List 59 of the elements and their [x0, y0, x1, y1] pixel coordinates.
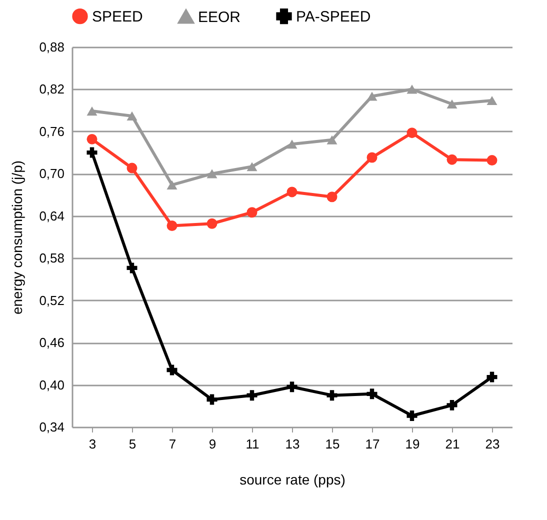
point	[126, 111, 138, 121]
point	[286, 140, 298, 149]
point	[86, 134, 98, 144]
y-tick-label: 0,70	[39, 166, 64, 182]
point	[326, 390, 338, 401]
y-tick-label: 0,46	[39, 335, 64, 350]
y-axis-title: energy consumption (j/p)	[9, 160, 26, 315]
point	[246, 390, 258, 401]
legend-label: EEOR	[198, 8, 241, 26]
point	[486, 372, 498, 382]
y-tick-label: 0,64	[39, 208, 64, 224]
point	[446, 154, 458, 165]
x-tick-label: 11	[246, 436, 260, 452]
point	[486, 155, 498, 166]
point	[446, 400, 458, 410]
point	[486, 96, 498, 106]
point	[366, 92, 378, 101]
x-tick-label: 21	[445, 436, 460, 452]
x-tick-label: 19	[405, 436, 420, 452]
y-tick-label: 0,40	[39, 377, 64, 392]
point	[166, 220, 178, 231]
y-tick-label: 0,76	[39, 124, 64, 139]
x-tick-label: 23	[485, 436, 500, 452]
point	[286, 186, 298, 198]
y-tick-label: 0,82	[39, 82, 64, 97]
legend-label: SPEED	[92, 8, 144, 26]
point	[246, 162, 258, 172]
point	[246, 207, 258, 218]
point	[126, 162, 138, 174]
point	[326, 135, 338, 144]
x-tick-label: 13	[285, 436, 300, 452]
point	[366, 152, 378, 163]
y-tick-label: 0,88	[39, 40, 64, 54]
point	[166, 364, 178, 376]
x-tick-label: 15	[325, 436, 340, 452]
y-tick-label: 0,34	[39, 420, 64, 434]
legend-label: PA-SPEED	[296, 8, 371, 26]
x-tick-label: 9	[208, 436, 216, 452]
point	[206, 169, 218, 178]
y-tick-label: 0,58	[39, 250, 64, 266]
x-tick-label: 17	[365, 436, 380, 452]
point	[206, 218, 218, 229]
point	[446, 99, 458, 109]
x-tick-label: 7	[168, 436, 176, 452]
point	[166, 180, 178, 190]
point	[406, 128, 418, 138]
point	[126, 262, 138, 274]
point	[366, 388, 378, 400]
x-tick-label: 5	[128, 436, 136, 452]
point	[86, 147, 98, 158]
point	[406, 410, 418, 421]
point	[406, 84, 418, 94]
point	[86, 106, 98, 116]
point	[206, 394, 218, 405]
x-tick-label: 3	[88, 436, 96, 452]
y-tick-label: 0,52	[39, 292, 64, 308]
point	[286, 382, 298, 392]
x-axis-title: source rate (pps)	[240, 472, 346, 488]
point	[326, 192, 338, 202]
